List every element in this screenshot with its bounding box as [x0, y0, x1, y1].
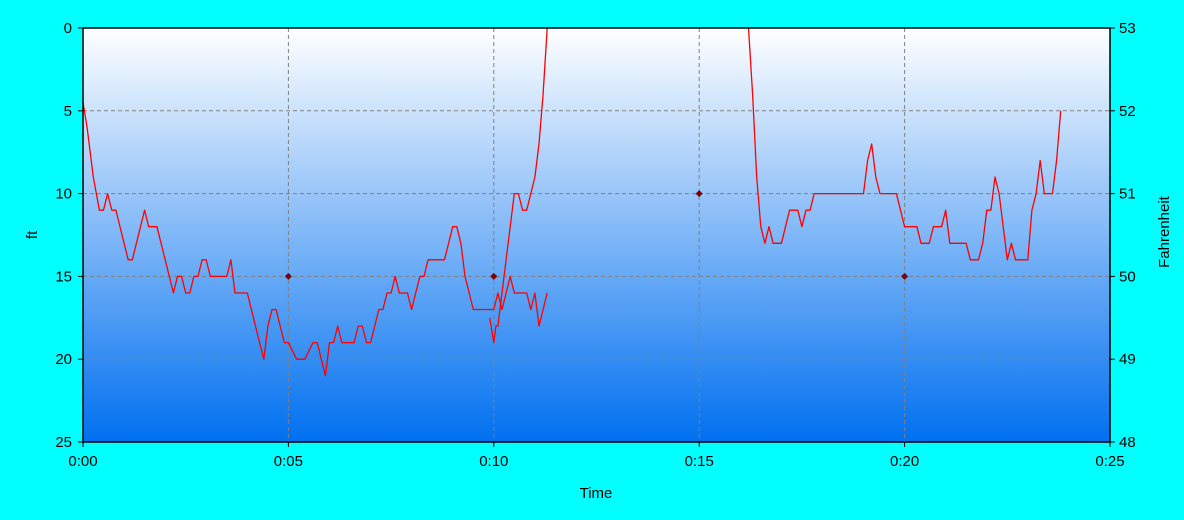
y-tick-label: 5 [64, 103, 72, 120]
y2-tick-label: 48 [1119, 434, 1136, 451]
y2-tick-label: 51 [1119, 186, 1136, 203]
y-tick-label: 0 [64, 20, 72, 37]
temperature-point [284, 272, 292, 280]
plot-border [82, 27, 1111, 443]
y-tick-label: 20 [55, 351, 72, 368]
series-layer [83, 28, 1062, 377]
x-tick-label: 0:20 [890, 453, 919, 470]
y2-tick-label: 52 [1119, 103, 1136, 120]
y2-tick-label: 50 [1119, 268, 1136, 285]
x-tick-label: 0:05 [274, 453, 303, 470]
temperature-point [901, 272, 909, 280]
tick-layer: 0:00 0:05 0:10 0:15 0:20 0:25 0 5 10 15 20 25 53 52 51… [55, 20, 1135, 470]
x-tick-label: 0:25 [1095, 453, 1124, 470]
y-tick-label: 15 [55, 268, 72, 285]
x-tick-label: 0:10 [479, 453, 508, 470]
x-tick-label: 0:00 [68, 453, 97, 470]
marker-layer [284, 190, 909, 280]
y2-axis-title: Fahrenheit [1156, 195, 1173, 268]
grid [83, 28, 1110, 442]
y-tick-label: 25 [55, 434, 72, 451]
y2-tick-label: 53 [1119, 20, 1136, 37]
depth-series-line [489, 28, 548, 344]
y2-tick-label: 49 [1119, 351, 1136, 368]
plot-area [83, 28, 1110, 442]
y-axis-title: ft [24, 230, 41, 239]
temperature-point [490, 272, 498, 280]
depth-series-line [83, 102, 548, 377]
depth-series-line [747, 28, 1062, 261]
x-axis-title: Time [580, 485, 613, 502]
y-tick-label: 10 [55, 186, 72, 203]
temperature-point [695, 190, 703, 198]
x-tick-label: 0:15 [685, 453, 714, 470]
